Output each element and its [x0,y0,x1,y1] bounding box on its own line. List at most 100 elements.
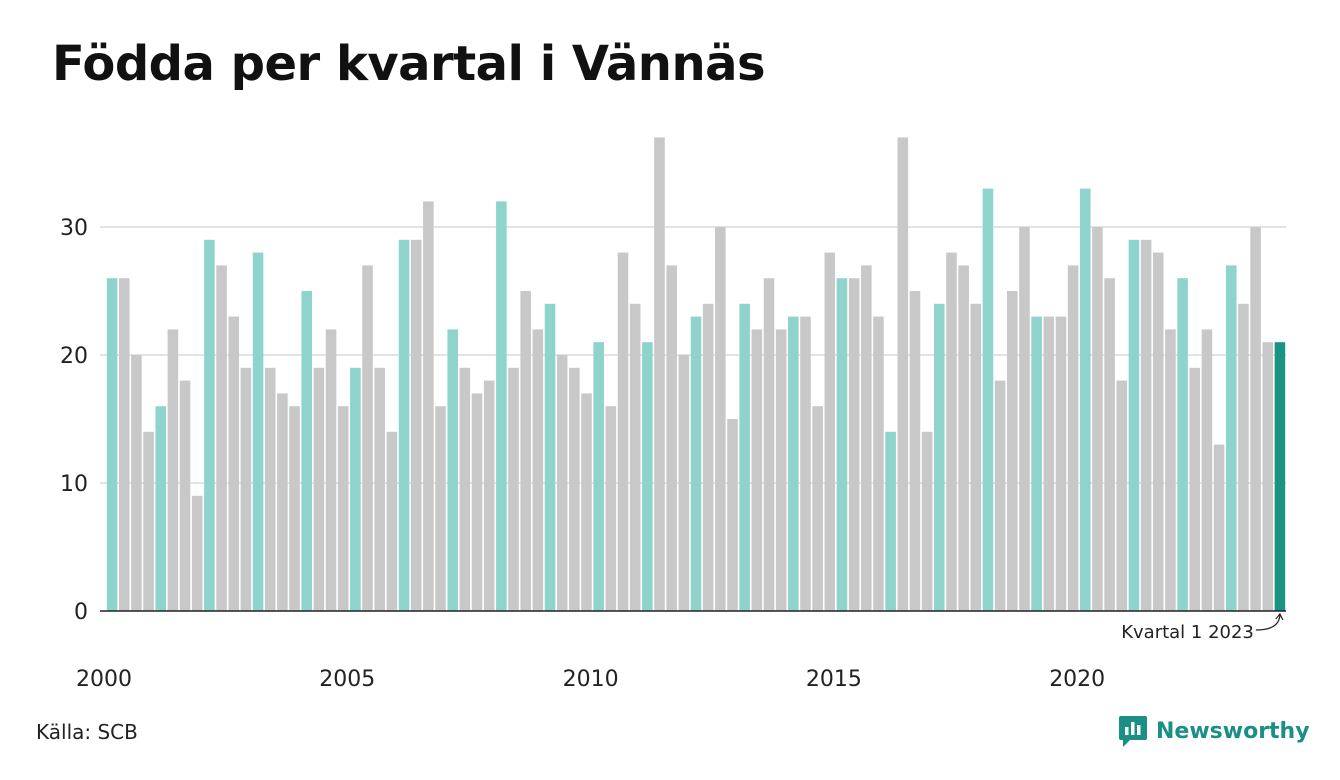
bar [946,252,957,611]
bar [885,431,896,611]
bar [836,278,848,611]
bar [1189,367,1201,611]
bar [629,303,641,611]
bar [1067,265,1079,611]
bar [921,431,933,611]
bar [1238,303,1249,611]
bar [1104,278,1115,611]
bar [970,303,982,611]
bar [313,367,325,611]
bar [106,278,118,611]
bar [982,188,994,611]
bar [264,367,276,611]
bar [423,201,434,611]
bar [581,393,592,611]
bar [861,265,872,611]
bar [350,367,361,611]
bar [459,367,471,611]
bar [678,355,690,611]
bar [739,303,750,611]
bar [167,329,179,611]
bar [642,342,653,611]
bar [788,316,799,611]
y-tick-label: 10 [60,472,88,497]
bar [277,393,288,611]
bar [909,291,921,611]
bar [131,355,142,611]
bar [240,367,252,611]
bar [544,303,556,611]
bar [715,227,726,611]
x-tick-label: 2005 [319,667,375,692]
bar [1165,329,1176,611]
bar [289,406,300,611]
bar [362,265,373,611]
bar [179,380,191,611]
bar [1262,342,1274,611]
bar [374,367,385,611]
bar [1177,278,1188,611]
x-tick-label: 2010 [563,667,619,692]
annotation-arrow [1255,612,1284,631]
y-tick-label: 0 [74,600,88,625]
y-tick-label: 30 [60,216,88,241]
bar [593,342,604,611]
bar [508,367,519,611]
bar [204,239,215,612]
bar [228,316,240,611]
bar [763,278,775,611]
bar [386,431,398,611]
bar [1092,227,1103,611]
bar [301,291,312,611]
y-tick-label: 20 [60,344,88,369]
bar [410,239,422,612]
bar [1116,380,1128,611]
bar [1152,252,1164,611]
bar [520,291,531,611]
bar [994,380,1006,611]
brand-name: Newsworthy [1156,718,1310,744]
x-tick-label: 2000 [76,667,132,692]
bar [447,329,458,611]
bar [654,137,665,611]
bar [1213,444,1225,611]
bar [1019,227,1030,611]
bar [1080,188,1091,611]
bar [191,495,203,611]
bar [690,316,702,611]
x-tick-label: 2015 [806,667,862,692]
bar [155,406,167,611]
bar [727,419,738,611]
bar [1274,342,1286,611]
bar [751,329,763,611]
bar [848,278,860,611]
bar [605,406,617,611]
bar [398,239,410,612]
bar [556,355,568,611]
bar-series [106,137,1286,612]
bar [1140,239,1152,612]
bar [532,329,544,611]
annotation-label: Kvartal 1 2023 [1121,622,1254,643]
bar [824,252,836,611]
bar [337,406,349,611]
bar [483,380,495,611]
bar [1201,329,1213,611]
y-axis-ticks: 0 10 20 30 [60,216,88,625]
bar [1250,227,1261,611]
bar [934,303,945,611]
chart-title: Födda per kvartal i Vännäs [52,36,766,92]
bar [775,329,787,611]
x-axis-ticks: 2000 2005 2010 2015 2020 [76,667,1105,692]
bar [471,393,483,611]
bar [252,252,264,611]
newsworthy-icon [1119,716,1147,747]
bar [1055,316,1067,611]
bar [666,265,677,611]
annotation: Kvartal 1 2023 [1121,612,1284,643]
bar [958,265,969,611]
bar [216,265,227,611]
bar [143,431,154,611]
bar [1031,316,1042,611]
